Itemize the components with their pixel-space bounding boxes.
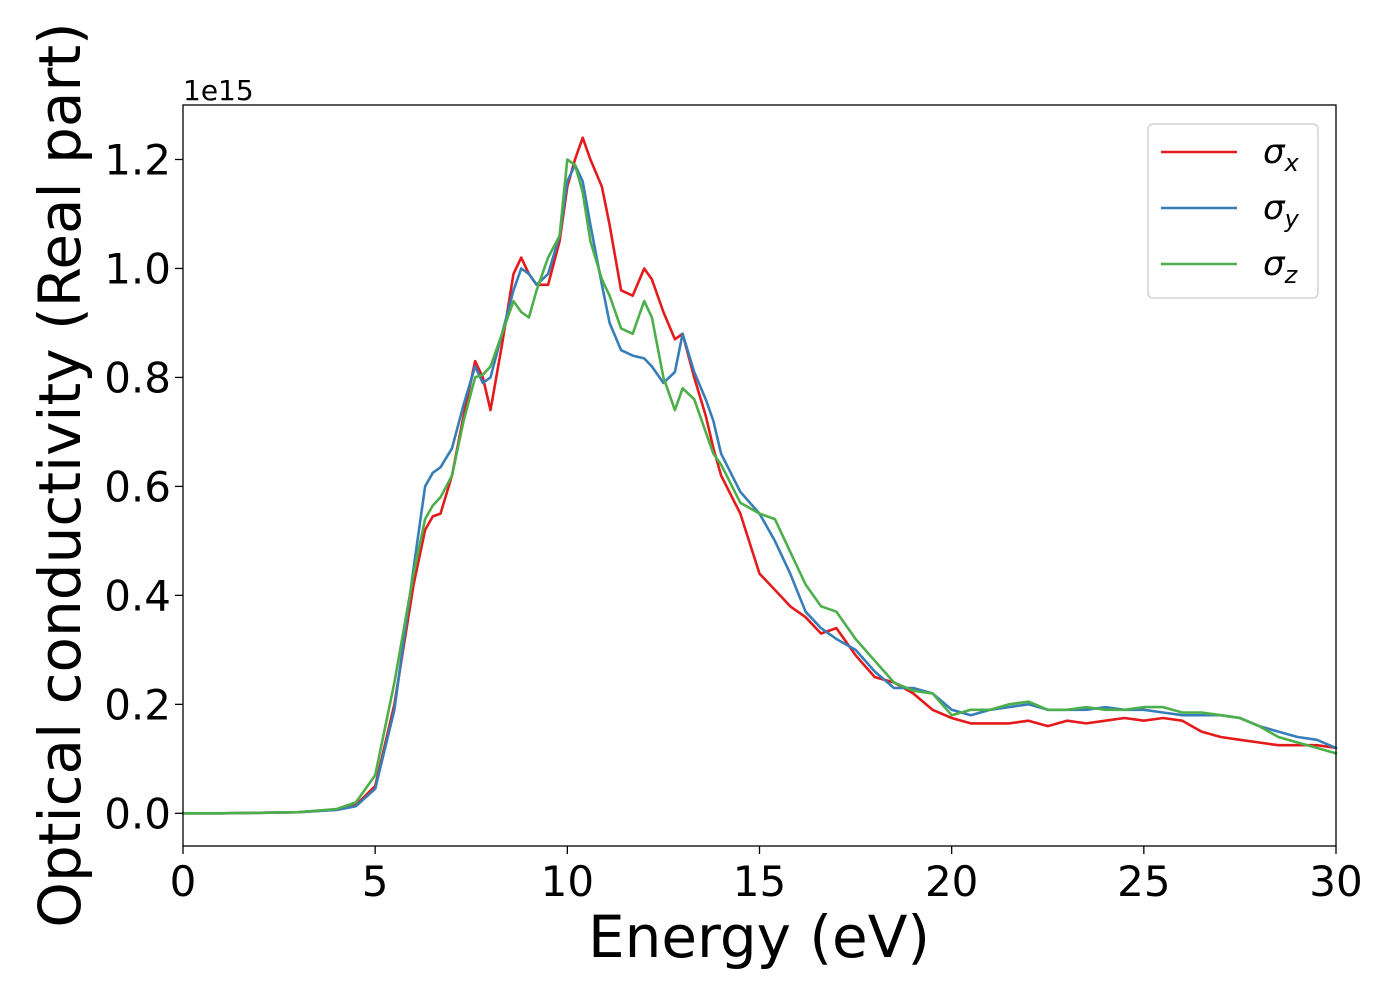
x-tick-label: 5 — [362, 857, 389, 906]
series-layer — [181, 136, 1338, 815]
y-axis-label: Optical conductivity (Real part) — [26, 22, 94, 927]
y-tick-label: 1.0 — [104, 244, 171, 293]
legend-label-2: σy — [1263, 188, 1300, 233]
x-tick-label: 0 — [170, 857, 197, 906]
x-tick-label: 10 — [541, 857, 594, 906]
y-tick-label: 0.8 — [104, 353, 171, 402]
series-line-2 — [181, 163, 1338, 815]
y-tick-label: 0.2 — [104, 680, 171, 729]
y-tick-label: 0.4 — [104, 571, 171, 620]
x-tick-label: 25 — [1117, 857, 1170, 906]
y-tick-label: 1.2 — [104, 135, 171, 184]
y-offset-label: 1e15 — [183, 74, 254, 107]
x-tick-label: 15 — [733, 857, 786, 906]
series-line-3 — [181, 158, 1338, 815]
legend: σx σy σz — [1147, 123, 1319, 299]
x-tick-label: 20 — [925, 857, 978, 906]
y-tick-label: 0.0 — [104, 789, 171, 838]
legend-label-1: σx — [1263, 132, 1300, 177]
x-axis-label: Energy (eV) — [588, 903, 930, 971]
y-tick-label: 0.6 — [104, 462, 171, 511]
legend-label-3: σz — [1263, 244, 1299, 289]
x-tick-label: 30 — [1309, 857, 1362, 906]
x-axis-ticks: 0 5 10 15 20 25 30 — [170, 846, 1363, 906]
legend-box — [1147, 123, 1319, 299]
y-axis-ticks: 0.0 0.2 0.4 0.6 0.8 1.0 1.2 — [104, 135, 183, 838]
